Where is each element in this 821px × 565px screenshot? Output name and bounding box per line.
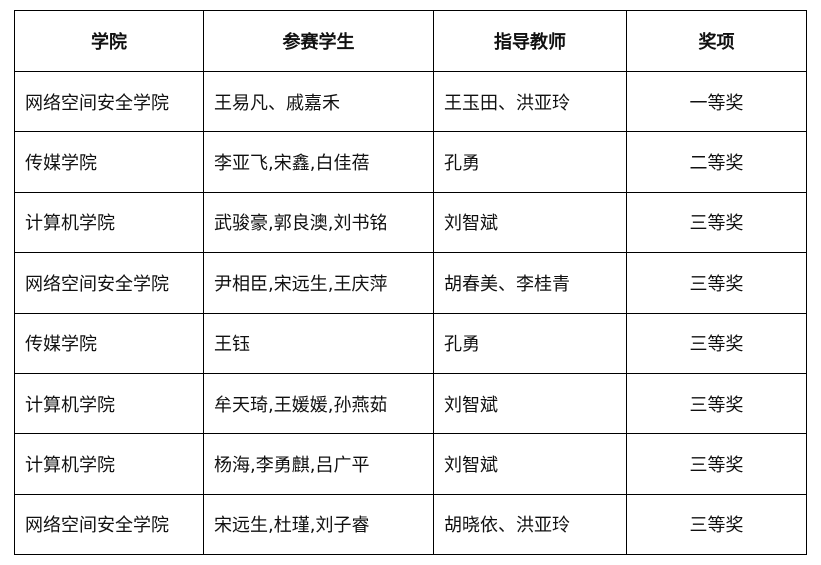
header-advisors: 指导教师 [433,10,627,72]
table-row: 传媒学院 王钰 孔勇 三等奖 [14,312,807,374]
college-cell: 计算机学院 [14,433,204,495]
students-cell: 牟天琦,王媛媛,孙燕茹 [203,372,434,435]
students-cell: 王钰 [203,312,434,374]
college-cell: 网络空间安全学院 [14,252,204,314]
students-cell: 王易凡、戚嘉禾 [203,70,434,133]
award-cell: 二等奖 [626,131,807,193]
header-college: 学院 [14,10,204,72]
award-cell: 三等奖 [626,252,807,314]
table-row: 网络空间安全学院 宋远生,杜瑾,刘子睿 胡晓依、洪亚玲 三等奖 [14,493,807,556]
students-cell: 尹相臣,宋远生,王庆萍 [203,252,434,314]
college-cell: 网络空间安全学院 [14,493,204,556]
award-cell: 三等奖 [626,372,807,435]
table-row: 网络空间安全学院 王易凡、戚嘉禾 王玉田、洪亚玲 一等奖 [14,70,807,133]
table-row: 传媒学院 李亚飞,宋鑫,白佳蓓 孔勇 二等奖 [14,131,807,193]
college-cell: 传媒学院 [14,131,204,193]
advisors-cell: 胡春美、李桂青 [433,252,627,314]
advisors-cell: 孔勇 [433,131,627,193]
table-row: 计算机学院 武骏豪,郭良澳,刘书铭 刘智斌 三等奖 [14,191,807,254]
students-cell: 武骏豪,郭良澳,刘书铭 [203,191,434,254]
award-cell: 三等奖 [626,191,807,254]
table-row: 网络空间安全学院 尹相臣,宋远生,王庆萍 胡春美、李桂青 三等奖 [14,252,807,314]
advisors-cell: 孔勇 [433,312,627,374]
advisors-cell: 刘智斌 [433,372,627,435]
award-cell: 三等奖 [626,312,807,374]
college-cell: 网络空间安全学院 [14,70,204,133]
award-cell: 三等奖 [626,433,807,495]
advisors-cell: 刘智斌 [433,433,627,495]
award-cell: 一等奖 [626,70,807,133]
college-cell: 计算机学院 [14,191,204,254]
advisors-cell: 胡晓依、洪亚玲 [433,493,627,556]
students-cell: 李亚飞,宋鑫,白佳蓓 [203,131,434,193]
header-row: 学院 参赛学生 指导教师 奖项 [14,10,807,72]
header-award: 奖项 [626,10,807,72]
award-cell: 三等奖 [626,493,807,556]
college-cell: 计算机学院 [14,372,204,435]
advisors-cell: 刘智斌 [433,191,627,254]
awards-table: 学院 参赛学生 指导教师 奖项 网络空间安全学院 王易凡、戚嘉禾 王玉田、洪亚玲 一等… [14,10,807,556]
table-row: 计算机学院 杨海,李勇麒,吕广平 刘智斌 三等奖 [14,433,807,495]
college-cell: 传媒学院 [14,312,204,374]
students-cell: 宋远生,杜瑾,刘子睿 [203,493,434,556]
table-row: 计算机学院 牟天琦,王媛媛,孙燕茹 刘智斌 三等奖 [14,372,807,435]
students-cell: 杨海,李勇麒,吕广平 [203,433,434,495]
header-students: 参赛学生 [203,10,434,72]
advisors-cell: 王玉田、洪亚玲 [433,70,627,133]
